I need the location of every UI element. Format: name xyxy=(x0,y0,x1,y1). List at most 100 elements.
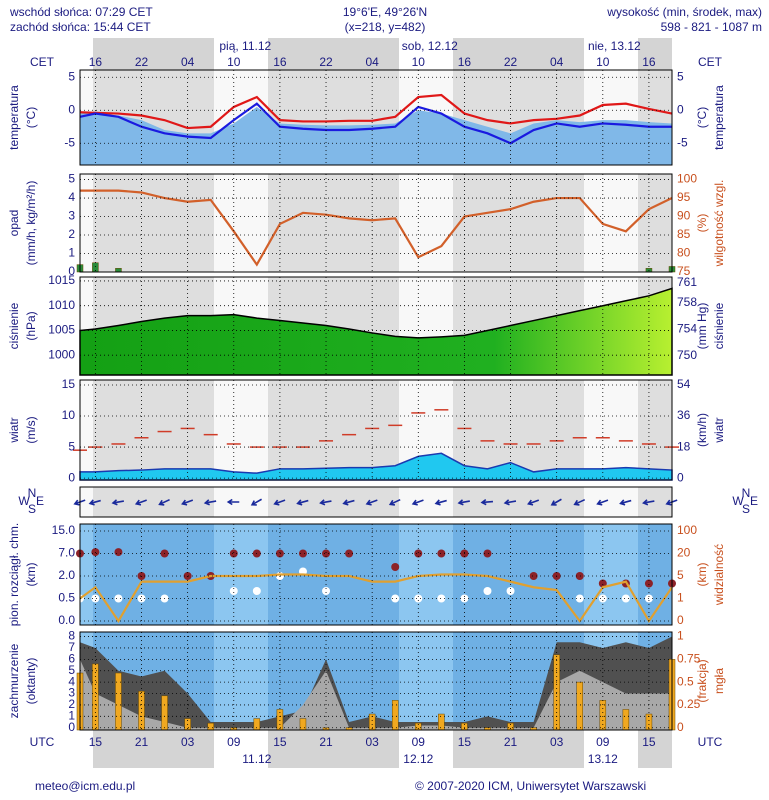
dot xyxy=(345,549,354,558)
y2-tick-label: 100 xyxy=(677,523,697,537)
day-strip xyxy=(80,730,93,768)
compass-s: S xyxy=(28,502,36,516)
y2-axis-label: wiatr xyxy=(712,417,726,443)
x-tick-label: 03 xyxy=(181,735,195,749)
date-label: 11.12 xyxy=(242,752,271,766)
x-tick-label: 10 xyxy=(596,55,610,69)
y2-tick-label: 1 xyxy=(677,629,684,643)
dot xyxy=(322,587,331,595)
x-tick-label: 15 xyxy=(458,735,472,749)
plot-frame xyxy=(79,631,673,731)
x-tick-label: 16 xyxy=(458,55,472,69)
x-tick-label: 15 xyxy=(89,735,103,749)
x-tick-label: 04 xyxy=(550,55,564,69)
dot xyxy=(391,563,400,571)
y2-tick-label: 20 xyxy=(677,546,691,560)
x-tick-label: 16 xyxy=(89,55,103,69)
x-tick-label: 21 xyxy=(319,735,333,749)
y-tick-label: 0 xyxy=(68,720,75,734)
y2-axis-label: (km) xyxy=(695,563,709,587)
y2-tick-label: 754 xyxy=(677,321,697,335)
y-tick-label: 0 xyxy=(68,264,75,278)
date-label: sob, 12.12 xyxy=(402,39,458,53)
y2-tick-label: 0 xyxy=(677,102,684,116)
bar xyxy=(299,718,307,731)
dot xyxy=(506,587,515,595)
y-tick-label: 0 xyxy=(68,102,75,116)
y-axis-label: (hPa) xyxy=(24,311,38,340)
dot xyxy=(575,572,584,580)
x-tick-label: 09 xyxy=(412,735,426,749)
plot-day xyxy=(584,524,638,625)
y-tick-label: 5 xyxy=(68,439,75,453)
wind-arrow xyxy=(573,498,586,506)
day-strip xyxy=(214,38,268,70)
wind-arrow xyxy=(642,499,655,506)
plot-day xyxy=(584,174,638,272)
sunset: zachód słońca: 15:44 CET xyxy=(10,20,151,34)
x-axis-label: UTC xyxy=(698,735,723,749)
plot-night xyxy=(80,524,672,625)
plot-frame xyxy=(79,486,673,518)
night-strip xyxy=(80,38,672,70)
y2-axis-label: temperatura xyxy=(712,85,726,150)
dot xyxy=(437,549,446,558)
compass-e: E xyxy=(36,494,44,508)
x-tick-label: 15 xyxy=(642,735,656,749)
copyright: © 2007-2020 ICM, Uniwersytet Warszawski xyxy=(415,779,646,793)
compass-s: S xyxy=(742,502,750,516)
dot xyxy=(483,549,492,558)
y2-tick-label: 75 xyxy=(677,264,691,278)
day-strip xyxy=(584,38,638,70)
wind-arrow xyxy=(273,499,286,506)
dot xyxy=(644,579,653,588)
y-tick-label: 2 xyxy=(68,227,75,241)
y-axis-label: (°C) xyxy=(24,107,38,128)
y-tick-label: 15.0 xyxy=(52,523,76,537)
plot-day xyxy=(214,632,268,730)
y2-tick-label: 90 xyxy=(677,209,691,223)
x-axis-label: UTC xyxy=(30,735,55,749)
y-tick-label: 3 xyxy=(68,209,75,223)
x-axis-label: CET xyxy=(30,55,55,69)
wind-arrow xyxy=(365,499,378,506)
y2-tick-label: 0 xyxy=(677,720,684,734)
y2-tick-label: 758 xyxy=(677,295,697,309)
y2-tick-label: 54 xyxy=(677,377,691,391)
line xyxy=(79,573,673,624)
y2-axis-label: widzialność xyxy=(712,544,726,606)
wind-arrow xyxy=(158,498,170,506)
plot-frame xyxy=(79,379,673,481)
area xyxy=(80,106,672,165)
y2-axis-label: (frakcja) xyxy=(695,659,709,702)
wind-arrow xyxy=(434,499,447,506)
date-label: 12.12 xyxy=(403,752,433,766)
height-title: wysokość (min, środek, max) xyxy=(606,5,762,19)
x-tick-label: 22 xyxy=(504,55,518,69)
y-tick-label: 5 xyxy=(68,172,75,186)
y2-tick-label: 80 xyxy=(677,246,691,260)
dot xyxy=(575,594,584,603)
y2-tick-label: -5 xyxy=(677,135,688,149)
y2-tick-label: 761 xyxy=(677,275,697,289)
y-tick-label: 7 xyxy=(68,640,75,654)
y-tick-label: 4 xyxy=(68,674,75,688)
y-tick-label: 1 xyxy=(68,246,75,260)
y2-axis-label: ciśnienie xyxy=(712,302,726,349)
y-tick-label: 1015 xyxy=(48,273,75,287)
day-strip xyxy=(399,730,453,768)
plot-day xyxy=(214,524,268,625)
x-tick-label: 16 xyxy=(273,55,287,69)
y-tick-label: 8 xyxy=(68,629,75,643)
y-axis-label: (mm/h, kg/m²/h) xyxy=(24,181,38,266)
y2-axis-label: (km/h) xyxy=(695,413,709,447)
plot-day xyxy=(584,380,638,480)
wind-arrow xyxy=(596,499,609,506)
y2-tick-label: 5 xyxy=(677,568,684,582)
x-tick-label: 10 xyxy=(412,55,426,69)
dot xyxy=(229,587,238,595)
x-tick-label: 22 xyxy=(319,55,333,69)
y-axis-label: (m/s) xyxy=(24,416,38,443)
day-strip xyxy=(214,730,268,768)
